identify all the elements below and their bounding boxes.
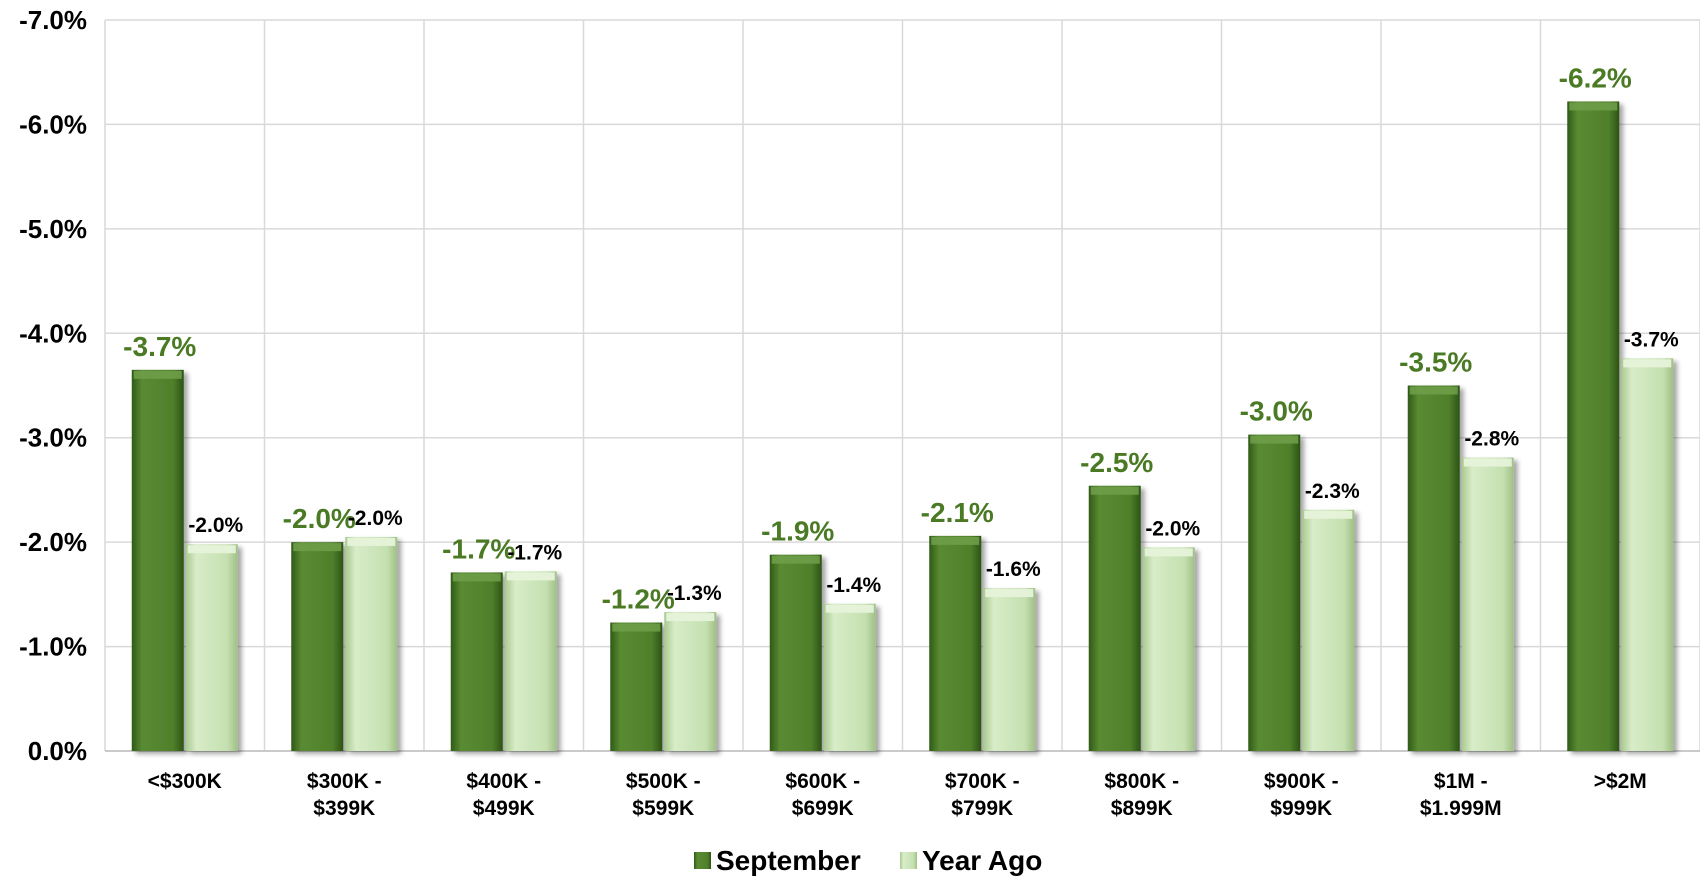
x-tick-label: $1M -	[1434, 770, 1488, 793]
data-label-year-ago: -3.7%	[1624, 328, 1679, 351]
bar-year-ago	[504, 571, 557, 751]
bar-year-ago-bevel	[187, 545, 236, 554]
legend-swatch-year-ago	[900, 852, 917, 869]
data-label-year-ago: -1.3%	[667, 582, 722, 605]
x-tick-label: $900K -	[1264, 770, 1339, 793]
bar-september	[131, 369, 184, 751]
legend-label-september: September	[716, 845, 861, 876]
bar-year-ago-bevel	[1623, 359, 1672, 368]
bar-september-bevel	[1409, 386, 1458, 395]
bar-year-ago-bevel	[985, 589, 1034, 598]
data-label-september: -1.9%	[761, 516, 834, 547]
data-label-year-ago: -2.3%	[1305, 480, 1360, 503]
bar-year-ago	[983, 588, 1036, 751]
y-tick-label: -1.0%	[19, 632, 87, 662]
y-tick-label: -2.0%	[19, 527, 87, 557]
x-tick-label: $999K	[1270, 797, 1332, 820]
bar-year-ago-bevel	[1463, 458, 1512, 467]
data-label-year-ago: -1.7%	[507, 541, 562, 564]
bar-september	[1567, 101, 1620, 751]
x-tick-label: >$2M	[1594, 770, 1647, 793]
x-tick-label: $300K -	[307, 770, 382, 793]
data-label-year-ago: -1.6%	[986, 558, 1041, 581]
data-label-september: -3.5%	[1399, 347, 1472, 378]
data-label-september: -2.1%	[921, 497, 994, 528]
bar-year-ago-bevel	[666, 613, 715, 622]
data-label-september: -2.5%	[1080, 447, 1153, 478]
bar-year-ago	[345, 536, 398, 751]
x-tick-label: <$300K	[148, 770, 222, 793]
bar-year-ago-bevel	[825, 604, 874, 613]
bar-year-ago	[664, 612, 717, 751]
y-tick-label: -3.0%	[19, 423, 87, 453]
bar-september	[610, 622, 663, 751]
x-tick-label: $500K -	[626, 770, 701, 793]
gridlines	[104, 19, 1700, 752]
bar-year-ago	[1621, 358, 1674, 751]
x-tick-label: $700K -	[945, 770, 1020, 793]
y-tick-label: 0.0%	[28, 736, 87, 766]
data-label-september: -2.0%	[283, 503, 356, 534]
bars	[131, 101, 1674, 751]
bar-year-ago	[823, 603, 876, 751]
bar-september-bevel	[1569, 102, 1618, 111]
data-label-year-ago: -2.0%	[188, 514, 243, 537]
bar-year-ago	[1302, 509, 1355, 751]
bar-year-ago-bevel	[347, 537, 396, 546]
y-tick-label: -4.0%	[19, 318, 87, 348]
x-tick-label: $899K	[1111, 797, 1173, 820]
legend-label-year-ago: Year Ago	[922, 845, 1042, 876]
x-tick-label: $599K	[632, 797, 694, 820]
bar-september	[291, 542, 344, 751]
x-tick-label: $400K -	[466, 770, 541, 793]
bar-september	[1248, 434, 1301, 751]
x-axis: <$300K $300K - $399K $400K - $499K $500K - $59…	[148, 770, 1647, 820]
x-tick-label: $600K -	[785, 770, 860, 793]
bar-september-bevel	[931, 536, 980, 545]
bar-year-ago	[1142, 547, 1195, 751]
bar-september-bevel	[771, 555, 820, 564]
bar-september-bevel	[1250, 435, 1299, 444]
data-label-year-ago: -2.0%	[1145, 517, 1200, 540]
data-label-september: -3.0%	[1240, 396, 1313, 427]
x-tick-label: $1.999M	[1420, 797, 1502, 820]
y-tick-label: -6.0%	[19, 109, 87, 139]
bar-year-ago-bevel	[1304, 510, 1353, 519]
bar-year-ago	[185, 544, 238, 751]
data-label-year-ago: -2.0%	[348, 507, 403, 530]
data-label-year-ago: -2.8%	[1464, 428, 1519, 451]
legend-swatch-september	[694, 852, 711, 869]
data-label-september: -6.2%	[1559, 62, 1632, 93]
bar-year-ago-bevel	[1144, 548, 1193, 557]
data-labels: -3.7%-2.0% -2.0%-2.0%-1.7%-1.7%-1.2%-1.3%…	[123, 62, 1679, 614]
bar-september-bevel	[133, 370, 182, 379]
bar-september-bevel	[1090, 486, 1139, 495]
data-label-september: -1.2%	[602, 584, 675, 615]
bar-september-bevel	[293, 543, 342, 552]
bar-september	[769, 554, 822, 751]
data-label-september: -3.7%	[123, 331, 196, 362]
y-axis: 0.0% -1.0% -2.0% -3.0% -4.0% -5.0% -6.0% -7.0%	[19, 5, 87, 766]
x-tick-label: $399K	[313, 797, 375, 820]
bar-september-bevel	[612, 623, 661, 632]
data-label-september: -1.7%	[442, 533, 515, 564]
data-label-year-ago: -1.4%	[826, 574, 881, 597]
bar-year-ago-bevel	[506, 572, 555, 581]
bar-september	[929, 535, 982, 751]
y-tick-label: -5.0%	[19, 214, 87, 244]
x-tick-label: $800K -	[1104, 770, 1179, 793]
bar-september	[450, 572, 503, 751]
x-tick-label: $499K	[473, 797, 535, 820]
bar-september	[1088, 485, 1141, 751]
bar-september	[1407, 385, 1460, 751]
bar-september-bevel	[452, 573, 501, 582]
bar-year-ago	[1461, 457, 1514, 751]
y-tick-label: -7.0%	[19, 5, 87, 35]
x-tick-label: $699K	[792, 797, 854, 820]
legend: September Year Ago	[694, 845, 1042, 876]
x-tick-label: $799K	[951, 797, 1013, 820]
